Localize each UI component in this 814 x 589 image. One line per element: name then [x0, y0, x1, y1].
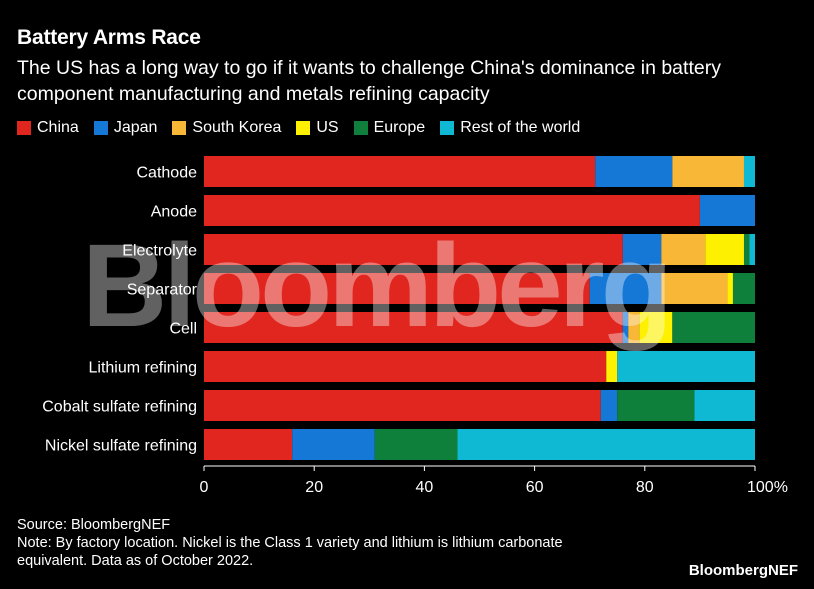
x-tick-label: 20 [305, 479, 323, 496]
bar-segment [204, 234, 623, 265]
bar-segment [204, 195, 700, 226]
bar-segment [589, 273, 662, 304]
bar-segment [705, 234, 744, 265]
source-note: Source: BloombergNEF Note: By factory lo… [17, 516, 617, 570]
bar-segment [622, 234, 662, 265]
bar-segment [661, 234, 706, 265]
source-text: Source: BloombergNEF [17, 517, 171, 533]
legend-label: Rest of the world [460, 119, 581, 136]
legend-item: US [296, 119, 339, 137]
legend-item: South Korea [172, 119, 281, 137]
x-tick-label: 0 [200, 479, 209, 496]
bar-segment [628, 312, 640, 343]
category-label: Electrolyte [122, 243, 197, 260]
legend-label: US [316, 119, 339, 136]
bar-segment [204, 156, 596, 187]
bar-segment [732, 273, 755, 304]
bar-segment [204, 273, 590, 304]
bar-segment [727, 273, 733, 304]
legend-swatch [440, 121, 455, 135]
bar-segment [457, 429, 755, 460]
category-label: Anode [151, 204, 197, 221]
legend-label: China [37, 119, 79, 136]
bar-segment [743, 234, 750, 265]
bar-segment [617, 390, 695, 421]
category-label: Cathode [137, 165, 198, 182]
bar-segment [622, 312, 629, 343]
legend-swatch [17, 121, 31, 135]
legend-swatch [172, 121, 187, 135]
bar-segment [595, 156, 673, 187]
bar-segment [600, 390, 618, 421]
bar-segment [204, 429, 293, 460]
legend-swatch [296, 121, 311, 135]
chart-subtitle: The US has a long way to go if it wants … [17, 57, 721, 105]
chart-title: Battery Arms Race [17, 26, 201, 49]
legend-label: South Korea [192, 119, 282, 136]
bar-segment [204, 312, 623, 343]
x-tick-label: 100% [747, 479, 788, 496]
category-label: Cobalt sulfate refining [42, 399, 197, 416]
bar-segment [292, 429, 375, 460]
category-label: Separator [127, 282, 198, 299]
legend-item: Rest of the world [440, 119, 580, 137]
legend-swatch [93, 121, 108, 135]
note-text: Note: By factory location. Nickel is the… [17, 535, 563, 569]
category-label: Lithium refining [89, 360, 198, 377]
bar-segment [749, 234, 755, 265]
legend-item: China [17, 119, 79, 137]
bar-segment [672, 312, 755, 343]
bar-segment [743, 156, 755, 187]
x-tick-label: 80 [636, 479, 654, 496]
category-label: Nickel sulfate refining [45, 438, 197, 455]
chart-legend: China Japan South Korea US Europe Rest of the… [17, 119, 595, 137]
bar-segment [699, 195, 755, 226]
brand-logo: BloombergNEF [688, 562, 798, 579]
bar-segment [606, 351, 618, 382]
bar-segment [694, 390, 755, 421]
bar-segment [661, 273, 728, 304]
bar-segment [617, 351, 755, 382]
legend-label: Europe [373, 119, 426, 136]
legend-swatch [353, 121, 368, 135]
legend-item: Japan [93, 119, 158, 137]
bar-segment [204, 390, 601, 421]
legend-item: Europe [353, 119, 426, 137]
legend-label: Japan [113, 119, 158, 136]
bar-segment [639, 312, 673, 343]
bar-segment [374, 429, 458, 460]
bar-segment [204, 351, 607, 382]
category-label: Cell [169, 321, 197, 338]
x-tick-label: 40 [416, 479, 434, 496]
bar-segment [672, 156, 744, 187]
x-tick-label: 60 [526, 479, 544, 496]
